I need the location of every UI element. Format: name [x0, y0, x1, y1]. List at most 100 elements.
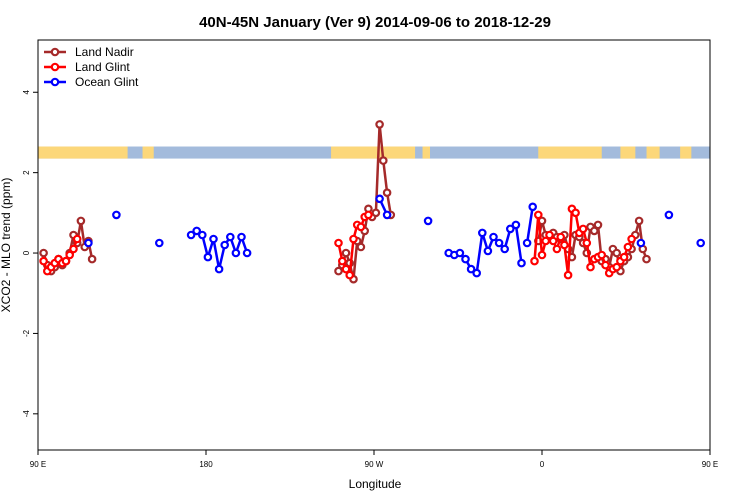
ocean-glint-point-6-2 — [455, 248, 465, 258]
ocean-glint-point-3-2 — [198, 230, 207, 240]
x-axis-label: Longitude — [349, 477, 402, 491]
land-glint-point-2-18 — [597, 250, 607, 260]
land-sea-band — [38, 146, 710, 159]
ocean-glint-point-6-5 — [472, 268, 482, 278]
ocean-glint-point-3-3 — [203, 252, 213, 262]
x-tick-label-1: 180 — [199, 460, 213, 469]
ocean-glint-point-8-0 — [636, 238, 646, 248]
land-glint-point-1-6 — [356, 222, 366, 232]
ocean-glint-point-2-0 — [155, 238, 164, 248]
land-nadir-point-0-13 — [87, 254, 97, 264]
ocean-glint-point-3-0 — [186, 230, 196, 240]
land-nadir-point-1-13 — [382, 188, 392, 198]
land-band-segment-7 — [680, 146, 692, 159]
land-glint-point-1-4 — [349, 234, 358, 244]
land-glint-point-2-15 — [586, 262, 595, 272]
land-nadir-point-2-29 — [642, 254, 651, 264]
ocean-glint-point-10-0 — [696, 238, 706, 248]
legend-label-land-glint: Land Glint — [75, 60, 130, 74]
ocean-glint-point-3-1 — [192, 226, 202, 236]
ocean-glint-point-3-6 — [220, 240, 230, 250]
land-glint-point-0-6 — [61, 256, 71, 266]
land-nadir-point-0-10 — [76, 216, 86, 226]
land-glint-point-1-0 — [334, 238, 343, 248]
land-nadir-point-1-10 — [371, 208, 381, 218]
y-tick-label-1: -2 — [22, 329, 31, 337]
land-glint-point-2-2 — [537, 250, 547, 260]
land-glint-point-2-8 — [560, 240, 569, 250]
y-tick-label-2: 0 — [22, 250, 31, 255]
land-band-segment-5 — [620, 146, 636, 159]
ocean-glint-point-4-1 — [382, 210, 392, 220]
land-glint-point-0-9 — [72, 234, 82, 244]
land-glint-point-2-25 — [623, 242, 633, 252]
legend-marker-land-glint — [50, 62, 60, 72]
land-band-segment-2 — [331, 146, 416, 159]
x-tick-label-3: 0 — [540, 460, 545, 469]
ocean-glint-point-6-9 — [494, 238, 504, 248]
ocean-glint-point-6-11 — [505, 224, 515, 234]
land-glint-point-2-26 — [627, 234, 636, 244]
ocean-glint-point-7-0 — [522, 238, 532, 248]
land-glint-point-2-9 — [563, 270, 573, 280]
legend-item-ocean-glint: Ocean Glint — [44, 75, 139, 89]
land-glint-point-2-11 — [571, 208, 580, 218]
series-land-glint — [39, 204, 636, 280]
ocean-glint-point-1-0 — [112, 210, 121, 220]
land-glint-point-2-19 — [601, 260, 610, 270]
ocean-glint-point-6-6 — [477, 228, 487, 238]
legend-item-land-glint: Land Glint — [44, 60, 130, 74]
ocean-glint-point-6-4 — [466, 264, 476, 274]
ocean-glint-point-6-12 — [511, 220, 521, 230]
ocean-glint-point-3-5 — [214, 264, 224, 274]
land-nadir-point-2-16 — [593, 220, 603, 230]
land-glint-point-0-7 — [65, 250, 75, 260]
land-glint-point-2-0 — [530, 256, 539, 266]
land-glint-point-2-4 — [545, 230, 554, 240]
ocean-glint-point-4-0 — [375, 194, 384, 204]
land-glint-point-2-7 — [556, 232, 566, 242]
land-glint-point-0-8 — [69, 244, 78, 254]
land-nadir-point-2-27 — [634, 216, 644, 226]
ocean-glint-point-6-8 — [489, 232, 498, 242]
land-glint-point-2-13 — [578, 224, 588, 234]
series-layer — [39, 120, 706, 284]
legend-marker-ocean-glint — [50, 77, 60, 87]
land-glint-point-2-5 — [548, 236, 558, 246]
land-band-segment-4 — [538, 146, 602, 159]
ocean-glint-point-6-3 — [461, 254, 470, 264]
land-band-segment-6 — [646, 146, 660, 159]
ocean-glint-point-3-10 — [242, 248, 252, 258]
land-nadir-point-2-15 — [589, 226, 599, 236]
x-tick-label-4: 90 E — [702, 460, 718, 469]
ocean-glint-point-3-9 — [237, 232, 246, 242]
ocean-glint-point-3-7 — [226, 232, 235, 242]
chart-title: 40N-45N January (Ver 9) 2014-09-06 to 20… — [199, 14, 551, 31]
land-nadir-point-1-2 — [341, 248, 351, 258]
y-axis-label: XCO2 - MLO trend (ppm) — [0, 178, 13, 313]
ocean-glint-point-9-0 — [664, 210, 674, 220]
ocean-glint-line-7 — [525, 206, 534, 244]
ocean-glint-point-6-13 — [517, 258, 526, 268]
land-nadir-point-0-0 — [39, 248, 48, 258]
land-glint-point-0-0 — [39, 256, 48, 266]
land-nadir-point-1-6 — [356, 242, 366, 252]
land-glint-point-1-3 — [345, 270, 355, 280]
land-band-segment-3 — [422, 146, 430, 159]
land-glint-point-2-24 — [619, 252, 629, 262]
y-tick-label-3: 2 — [22, 170, 31, 175]
ocean-glint-point-7-1 — [528, 202, 538, 212]
legend-label-land-nadir: Land Nadir — [75, 45, 134, 59]
land-band-segment-0 — [38, 146, 128, 159]
land-glint-point-2-14 — [582, 238, 592, 248]
y-axis: -4 -2 0 2 4 — [22, 89, 38, 417]
land-nadir-point-1-11 — [375, 120, 384, 129]
land-band-segment-1 — [142, 146, 154, 159]
ocean-glint-point-6-7 — [483, 246, 493, 256]
y-tick-label-4: 4 — [22, 89, 31, 94]
land-glint-point-2-1 — [533, 210, 543, 220]
land-glint-point-1-2 — [341, 264, 351, 274]
ocean-glint-point-3-8 — [231, 248, 241, 258]
